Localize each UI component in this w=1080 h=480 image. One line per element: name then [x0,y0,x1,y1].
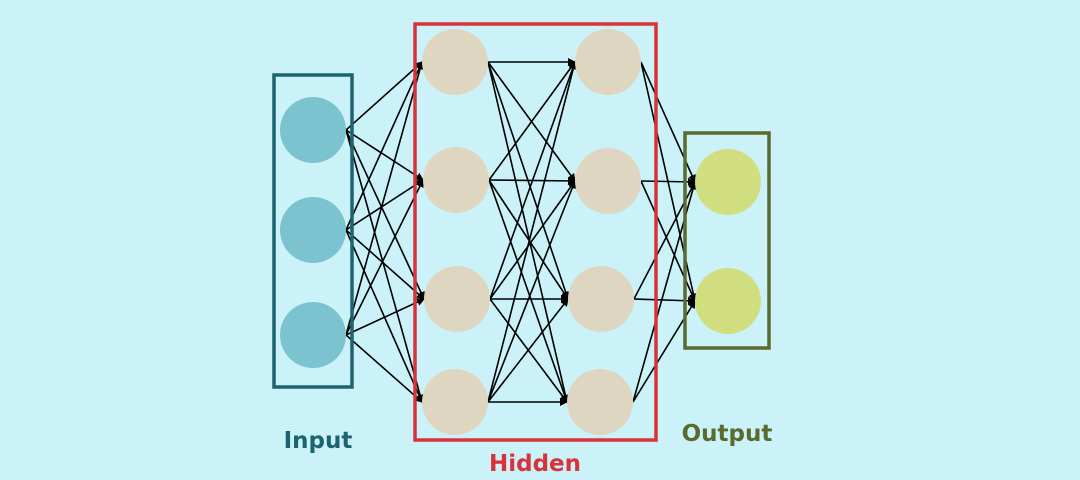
connection-hidden1-4-to-hidden2-1 [488,62,575,402]
connection-input-1-to-hidden1-1 [346,62,422,130]
input-layer-label: Input [284,428,353,454]
hidden1-node-1 [422,29,488,95]
input-node-3 [280,302,346,368]
connection-input-1-to-hidden1-4 [346,130,422,402]
hidden-layer-label: Hidden [489,451,581,477]
connection-input-2-to-hidden1-4 [346,230,422,402]
output-node-1 [695,149,761,215]
output-layer-label: Output [682,421,773,447]
hidden1-node-4 [422,369,488,435]
connection-input-3-to-hidden1-1 [346,62,422,335]
connection-hidden2-2-to-output-1 [641,181,695,182]
connection-input-2-to-hidden1-3 [346,230,424,299]
hidden2-node-2 [575,148,641,214]
input-node-2 [280,197,346,263]
connection-input-3-to-hidden1-3 [346,299,424,335]
hidden1-node-2 [423,147,489,213]
hidden1-node-3 [424,266,490,332]
hidden2-node-3 [568,266,634,332]
output-node-2 [695,268,761,334]
input-node-1 [280,97,346,163]
hidden2-node-4 [567,369,633,435]
hidden2-node-1 [575,29,641,95]
connections-group [346,62,695,402]
connection-hidden2-1-to-output-1 [641,62,695,182]
connection-hidden1-2-to-hidden2-3 [489,180,568,299]
connection-input-3-to-hidden1-4 [346,335,422,402]
